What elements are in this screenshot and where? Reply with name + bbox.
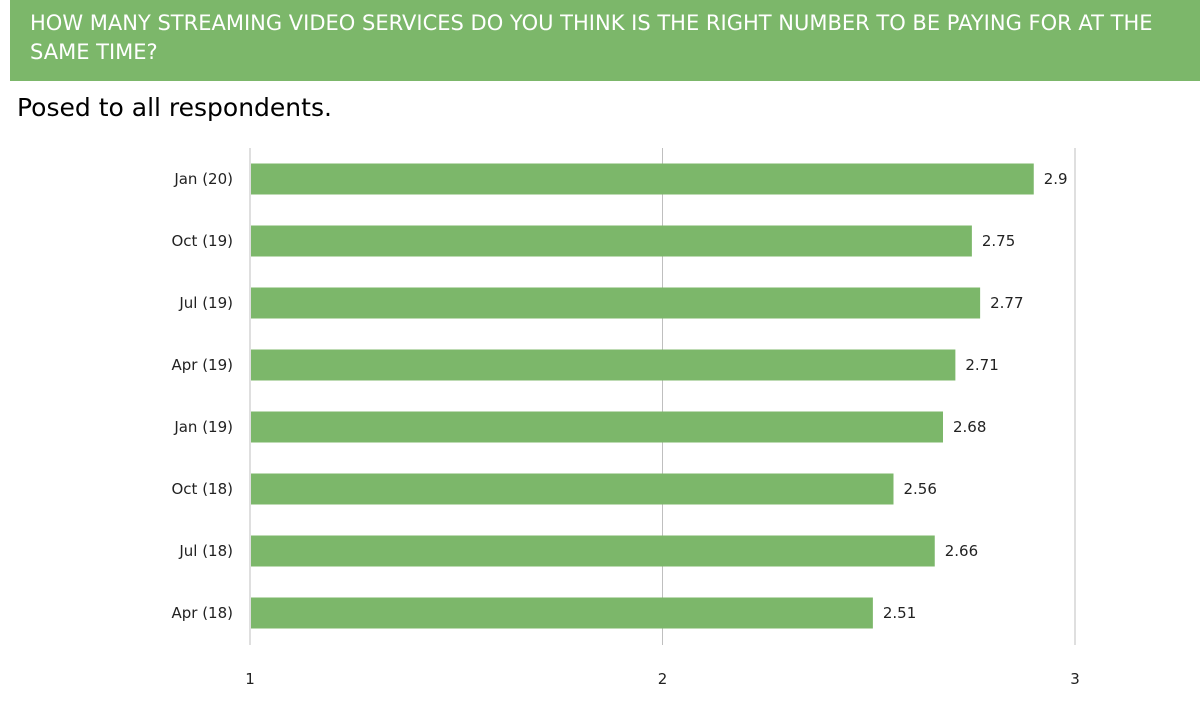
chart-title: HOW MANY STREAMING VIDEO SERVICES DO YOU… — [30, 11, 1153, 64]
chart-subtitle: Posed to all respondents. — [17, 93, 332, 122]
x-tick-label: 3 — [1070, 670, 1080, 688]
bar — [251, 163, 1034, 195]
category-label: Jul (19) — [178, 294, 233, 312]
category-label: Jan (20) — [173, 170, 233, 188]
data-label: 2.51 — [883, 604, 916, 622]
bar — [251, 349, 956, 381]
data-label: 2.75 — [982, 232, 1015, 250]
title-banner: HOW MANY STREAMING VIDEO SERVICES DO YOU… — [10, 0, 1200, 81]
data-label: 2.56 — [904, 480, 937, 498]
bar — [251, 473, 894, 505]
data-labels: 2.9 2.75 2.77 2.71 2.68 2.56 2.66 2.51 — [883, 170, 1068, 622]
x-tick-label: 2 — [658, 670, 668, 688]
bar — [251, 287, 981, 319]
x-tick-label: 1 — [245, 670, 255, 688]
category-labels: Jan (20) Oct (19) Jul (19) Apr (19) Jan (19)… — [171, 170, 233, 622]
bar — [251, 225, 972, 257]
bar — [251, 597, 873, 629]
bar — [251, 411, 943, 443]
category-label: Oct (18) — [172, 480, 234, 498]
x-tick-labels: 1 2 3 — [245, 670, 1080, 688]
bars — [251, 163, 1034, 629]
gridlines — [249, 148, 1076, 645]
category-label: Jan (19) — [173, 418, 233, 436]
category-label: Jul (18) — [178, 542, 233, 560]
data-label: 2.68 — [953, 418, 986, 436]
category-label: Apr (19) — [171, 356, 233, 374]
bar — [251, 535, 935, 567]
category-label: Apr (18) — [171, 604, 233, 622]
data-label: 2.66 — [945, 542, 978, 560]
data-label: 2.9 — [1044, 170, 1068, 188]
category-label: Oct (19) — [172, 232, 234, 250]
data-label: 2.71 — [965, 356, 998, 374]
data-label: 2.77 — [990, 294, 1023, 312]
